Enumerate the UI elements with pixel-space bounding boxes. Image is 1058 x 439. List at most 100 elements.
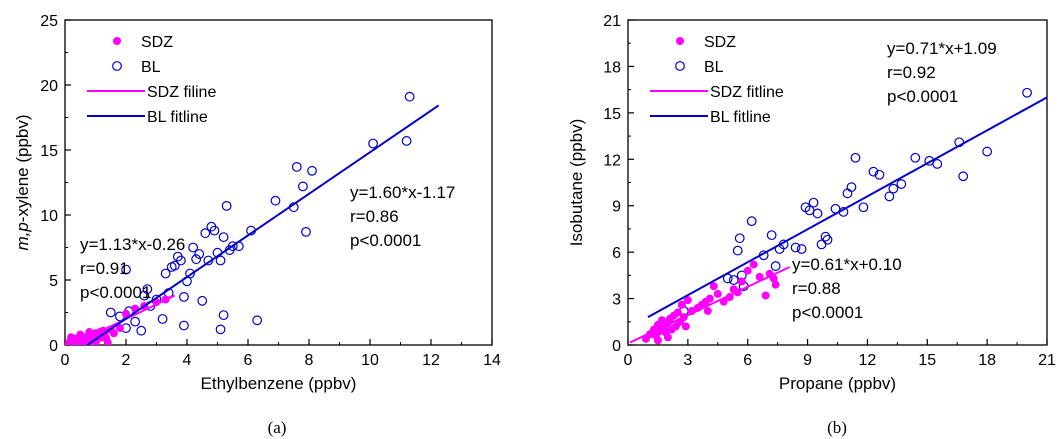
legend-label: BL fitline bbox=[710, 109, 771, 126]
bl-point bbox=[822, 234, 833, 245]
sdz-point bbox=[76, 330, 85, 339]
legend-marker-sdz bbox=[676, 37, 684, 45]
legend-label: SDZ bbox=[704, 34, 736, 51]
legend-label: SDZ filine bbox=[147, 84, 216, 101]
bl-point bbox=[194, 249, 205, 259]
bl-fitline bbox=[647, 96, 1047, 319]
bl-point bbox=[932, 159, 943, 169]
x-tick-label: 10 bbox=[361, 352, 379, 369]
bl-point bbox=[868, 166, 879, 177]
x-tick-label: 0 bbox=[61, 352, 70, 369]
y-tick-label: 6 bbox=[612, 245, 621, 262]
bl-point bbox=[175, 255, 186, 266]
bl-point bbox=[842, 188, 853, 199]
sdz-point bbox=[677, 300, 686, 309]
sdz-annotation: y=0.61*x+0.10 bbox=[792, 255, 902, 274]
bl-point bbox=[191, 254, 202, 265]
sdz-annotation: p<0.0001 bbox=[80, 283, 151, 302]
bl-point bbox=[816, 239, 827, 250]
legend-marker-sdz bbox=[113, 37, 121, 45]
bl-point bbox=[121, 264, 131, 275]
bl-point bbox=[910, 152, 921, 163]
plot-area bbox=[629, 87, 1047, 345]
bl-point bbox=[808, 197, 819, 208]
bl-point bbox=[185, 268, 195, 279]
sdz-point bbox=[683, 296, 692, 305]
bl-point bbox=[766, 230, 777, 241]
bl-point bbox=[291, 161, 302, 172]
x-tick-label: 3 bbox=[683, 352, 692, 369]
legend: SDZ BL SDZ fitline BL fitline bbox=[650, 34, 784, 126]
bl-point bbox=[732, 245, 743, 256]
bl-fitline bbox=[86, 104, 440, 345]
bl-point bbox=[169, 260, 180, 271]
bl-point bbox=[307, 165, 317, 176]
sdz-point bbox=[85, 328, 94, 336]
bl-point bbox=[221, 200, 232, 211]
bl-point bbox=[227, 241, 238, 252]
y-tick-label: 18 bbox=[603, 59, 621, 76]
y-tick-label: 9 bbox=[612, 199, 621, 216]
sdz-point bbox=[703, 306, 712, 315]
bl-point bbox=[896, 179, 907, 189]
sdz-annotation: p<0.0001 bbox=[792, 303, 863, 322]
x-tick-label: 0 bbox=[624, 352, 633, 369]
x-tick-label: 2 bbox=[122, 352, 131, 369]
bl-point bbox=[958, 171, 969, 182]
y-tick-label: 5 bbox=[49, 273, 58, 290]
plot-area bbox=[65, 91, 440, 345]
bl-point bbox=[820, 231, 831, 242]
x-axis-label: Ethylbenzene (ppbv) bbox=[201, 374, 357, 393]
bl-point bbox=[270, 195, 281, 206]
sdz-annotation: r=0.91 bbox=[80, 259, 129, 278]
legend-label: SDZ fitline bbox=[710, 84, 784, 101]
bl-point bbox=[179, 292, 189, 302]
x-tick-label: 12 bbox=[859, 352, 877, 369]
x-tick-label: 6 bbox=[244, 352, 253, 369]
bl-point bbox=[298, 181, 308, 192]
bl-point bbox=[728, 275, 739, 285]
bl-point bbox=[1022, 87, 1032, 98]
x-tick-label: 4 bbox=[183, 352, 192, 369]
x-tick-label: 18 bbox=[978, 352, 996, 369]
bl-point bbox=[197, 295, 208, 306]
bl-point bbox=[218, 232, 229, 243]
chart-panel-b: 0 3 6 9 12 15 18 21 0 3 6 9 12 15 18 21 Propane (ppbv) Is… bbox=[567, 13, 1056, 437]
x-tick-label: 12 bbox=[422, 352, 440, 369]
x-tick-label: 8 bbox=[305, 352, 314, 369]
y-tick-label: 15 bbox=[603, 106, 621, 123]
sdz-point bbox=[737, 277, 746, 286]
panel-caption: (b) bbox=[827, 418, 847, 437]
sdz-point bbox=[761, 291, 770, 300]
sdz-point bbox=[122, 309, 130, 318]
sdz-point bbox=[713, 289, 722, 298]
bl-point bbox=[215, 255, 226, 266]
legend-marker-bl bbox=[675, 61, 685, 71]
sdz-point bbox=[115, 324, 124, 333]
bl-point bbox=[888, 183, 899, 194]
y-tick-label: 12 bbox=[603, 152, 621, 169]
bl-point bbox=[188, 242, 199, 253]
bl-point bbox=[401, 135, 412, 146]
sdz-point bbox=[70, 334, 79, 343]
sdz-point bbox=[673, 308, 682, 317]
sdz-point bbox=[663, 333, 672, 342]
y-tick-label: 20 bbox=[40, 78, 58, 95]
legend-marker-bl bbox=[112, 61, 122, 71]
sdz-point bbox=[771, 280, 780, 289]
x-axis-label: Propane (ppbv) bbox=[779, 374, 896, 393]
bl-point bbox=[157, 314, 168, 324]
bl-point bbox=[218, 310, 229, 321]
y-axis-label: Isobutane (ppbv) bbox=[567, 119, 586, 247]
y-tick-label: 25 bbox=[40, 13, 58, 30]
bl-point bbox=[790, 242, 801, 253]
bl-point bbox=[746, 216, 757, 227]
chart-panel-a: 0 2 4 6 8 10 12 14 0 5 10 15 20 25 Ethylbenzene (ppbv)… bbox=[13, 13, 501, 437]
sdz-annotation: y=1.13*x-0.26 bbox=[80, 235, 185, 254]
sdz-point bbox=[653, 336, 662, 345]
bl-point bbox=[160, 268, 171, 279]
bl-point bbox=[850, 152, 861, 163]
x-tick-label: 9 bbox=[803, 352, 812, 369]
bl-annotation: p<0.0001 bbox=[350, 231, 421, 250]
